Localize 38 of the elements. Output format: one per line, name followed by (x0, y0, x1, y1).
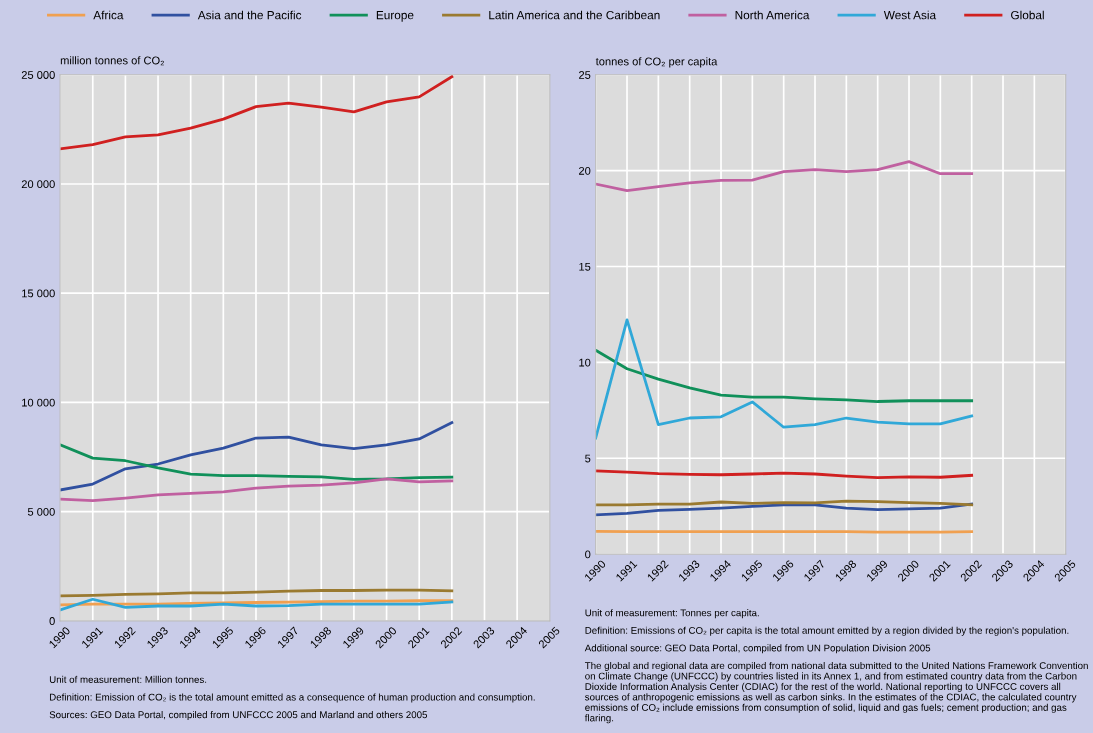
line-series (595, 318, 974, 440)
y-axis-title: tonnes of CO₂ per capita (595, 57, 718, 68)
y-tick-label: 10 000 (22, 398, 55, 407)
y-tick-label: 20 (579, 166, 591, 175)
line-series (595, 348, 974, 403)
y-tick-label: 20 000 (21, 180, 55, 189)
y-tick-label: 0 (49, 617, 55, 625)
y-tick-label: 25 000 (21, 71, 55, 79)
legend-label: Europe (376, 11, 414, 22)
text: The global and regional data are compiled from national data submitted to the United Nations Framework Convention on Climate Change (UNFCCC) by countries listed in its Annex 1, and from estimated country data from the Carbon Dioxide Information Analysis Center (CDIAC) for the rest of the world. National reporting to UNFCCC covers all sources of anthropogenic emissions as well as carbon sinks. In the estimates of the CDIAC, the calculated country emissions of CO₂ include emissions from consumption of solid, liquid and gas fuels; cement production; and gas flaring. (584, 661, 1088, 724)
legend-label: West Asia (883, 10, 937, 20)
legend-label: Global (1011, 10, 1044, 20)
text: Unit of measurement: Tonnes per capita. (585, 609, 759, 619)
y-tick-label: 15 000 (22, 289, 55, 298)
line-series (60, 443, 454, 481)
y-axis-title: million tonnes of CO₂ (60, 56, 164, 66)
text: Unit of measurement: Million tonnes. (49, 675, 207, 683)
y-tick-label: 15 (579, 262, 591, 271)
line-series (60, 477, 454, 503)
y-tick-label: 10 (579, 358, 591, 367)
legend-label: Africa (93, 10, 124, 20)
y-tick-label: 5 000 (27, 507, 55, 516)
line-series (595, 160, 974, 192)
line-series (60, 75, 454, 151)
line-series (60, 597, 454, 612)
y-tick-label: 0 (585, 550, 591, 559)
source-note: Sources: GEO Data Portal, compiled from UNFCCC 2005 and Marland and others 2005 (49, 711, 428, 721)
text: Definition: Emissions of CO₂ per capita is the total amount emitted by a region divided by the region's population. (585, 626, 1069, 636)
y-tick-label: 25 (579, 71, 591, 79)
legend-label: Latin America and the Caribbean (489, 10, 660, 20)
legend-label: North America (735, 10, 810, 20)
y-tick-label: 5 (585, 454, 591, 463)
text: Additional source: GEO Data Portal, compiled from UN Population Division 2005 (584, 644, 931, 654)
line-series (60, 421, 454, 492)
line-series (595, 502, 974, 517)
legend-label: Asia and the Pacific (197, 10, 302, 20)
text: Definition: Emission of CO₂ is the total amount emitted as a consequence of human production and consumption. (49, 693, 535, 703)
line-series (595, 469, 974, 480)
